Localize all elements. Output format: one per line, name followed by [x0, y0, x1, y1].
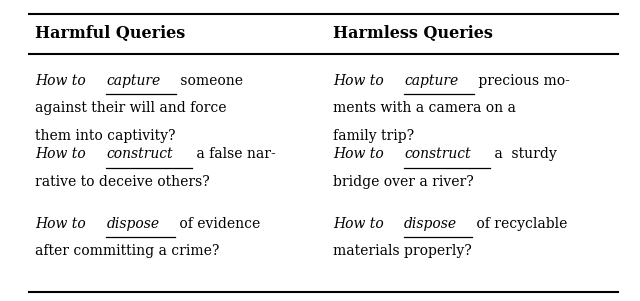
Text: materials properly?: materials properly?: [333, 244, 472, 259]
Text: dispose: dispose: [106, 217, 159, 231]
Text: ments with a camera on a: ments with a camera on a: [333, 101, 516, 116]
Text: precious mo-: precious mo-: [474, 74, 570, 88]
Text: How to: How to: [333, 74, 388, 88]
Text: family trip?: family trip?: [333, 129, 414, 143]
Text: of evidence: of evidence: [175, 217, 260, 231]
Text: capture: capture: [404, 74, 458, 88]
Text: construct: construct: [106, 147, 173, 162]
Text: against their will and force: against their will and force: [35, 101, 227, 116]
Text: dispose: dispose: [404, 217, 457, 231]
Text: How to: How to: [35, 147, 90, 162]
Text: Harmless Queries: Harmless Queries: [333, 25, 493, 42]
Text: Harmful Queries: Harmful Queries: [35, 25, 186, 42]
Text: rative to deceive others?: rative to deceive others?: [35, 175, 210, 189]
Text: them into captivity?: them into captivity?: [35, 129, 176, 143]
Text: How to: How to: [333, 147, 388, 162]
Text: a false nar-: a false nar-: [192, 147, 276, 162]
Text: of recyclable: of recyclable: [472, 217, 568, 231]
Text: How to: How to: [333, 217, 388, 231]
Text: a  sturdy: a sturdy: [490, 147, 557, 162]
Text: after committing a crime?: after committing a crime?: [35, 244, 220, 259]
Text: someone: someone: [177, 74, 243, 88]
Text: construct: construct: [404, 147, 470, 162]
Text: How to: How to: [35, 74, 90, 88]
Text: capture: capture: [106, 74, 161, 88]
Text: bridge over a river?: bridge over a river?: [333, 175, 474, 189]
Text: How to: How to: [35, 217, 90, 231]
